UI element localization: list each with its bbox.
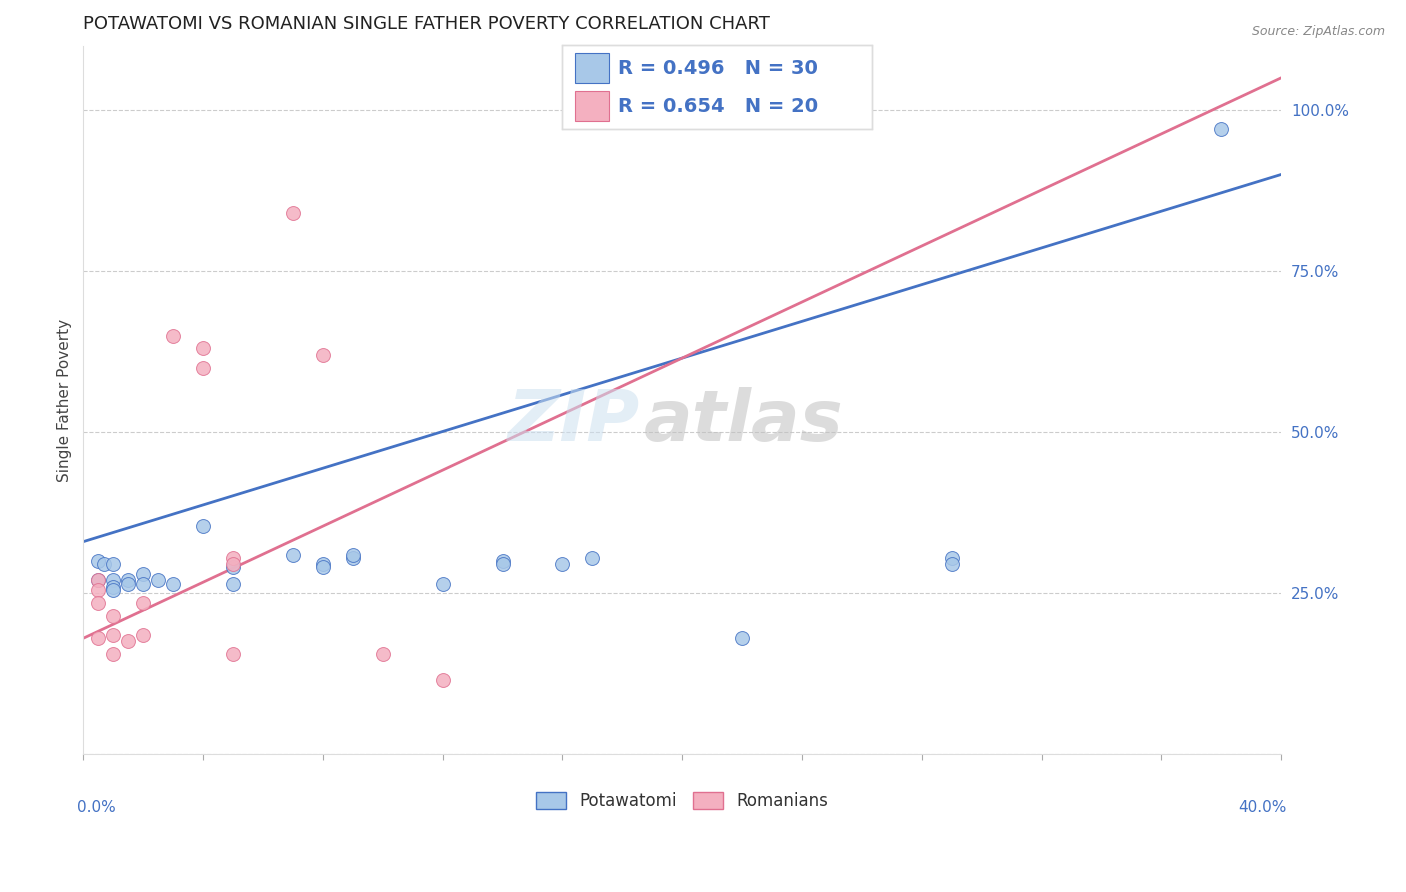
Point (103, 558, 125, 572)
Point (731, 632, 754, 646)
Legend: Potawatomi, Romanians: Potawatomi, Romanians (529, 785, 835, 817)
Point (222, 560, 245, 574)
Point (87, 596, 110, 610)
Point (312, 558, 335, 572)
Point (87, 632, 110, 646)
Point (132, 576, 155, 591)
Point (222, 648, 245, 662)
Bar (575, 91, 609, 120)
Point (432, 576, 454, 591)
Point (342, 550, 364, 565)
Point (222, 576, 245, 591)
Point (87, 574, 110, 588)
Point (103, 648, 125, 662)
Text: R = 0.496   N = 30: R = 0.496 N = 30 (619, 59, 818, 78)
Point (87, 574, 110, 588)
Text: ZIP: ZIP (508, 387, 640, 456)
Point (312, 348, 335, 362)
Point (312, 560, 335, 574)
Point (93, 558, 115, 572)
Point (191, 342, 214, 356)
Text: Source: ZipAtlas.com: Source: ZipAtlas.com (1251, 25, 1385, 38)
Point (432, 673, 454, 687)
Text: POTAWATOMI VS ROMANIAN SINGLE FATHER POVERTY CORRELATION CHART: POTAWATOMI VS ROMANIAN SINGLE FATHER POV… (83, 15, 770, 33)
Point (191, 518, 214, 533)
Point (87, 582, 110, 597)
Text: 0.0%: 0.0% (77, 800, 117, 815)
Point (491, 554, 513, 568)
Point (162, 576, 184, 591)
Point (103, 574, 125, 588)
Point (132, 566, 155, 581)
Point (491, 558, 513, 572)
Point (117, 634, 139, 648)
Point (222, 558, 245, 572)
Point (162, 328, 184, 343)
Point (132, 596, 155, 610)
Point (342, 548, 364, 562)
Point (551, 558, 574, 572)
Point (581, 550, 603, 565)
Point (132, 628, 155, 642)
Text: 40.0%: 40.0% (1239, 800, 1286, 815)
Point (941, 558, 963, 572)
Text: atlas: atlas (644, 387, 844, 456)
Point (941, 550, 963, 565)
Point (103, 580, 125, 594)
Point (117, 576, 139, 591)
Point (87, 554, 110, 568)
Point (103, 582, 125, 597)
Point (191, 360, 214, 375)
Point (146, 574, 169, 588)
Point (117, 574, 139, 588)
Point (222, 550, 245, 565)
Point (281, 206, 304, 220)
Y-axis label: Single Father Poverty: Single Father Poverty (58, 318, 72, 482)
Text: R = 0.654   N = 20: R = 0.654 N = 20 (619, 97, 818, 116)
Point (103, 628, 125, 642)
Point (103, 608, 125, 623)
Bar (575, 54, 609, 83)
Point (371, 648, 394, 662)
Point (281, 548, 304, 562)
Point (1211, 122, 1233, 136)
